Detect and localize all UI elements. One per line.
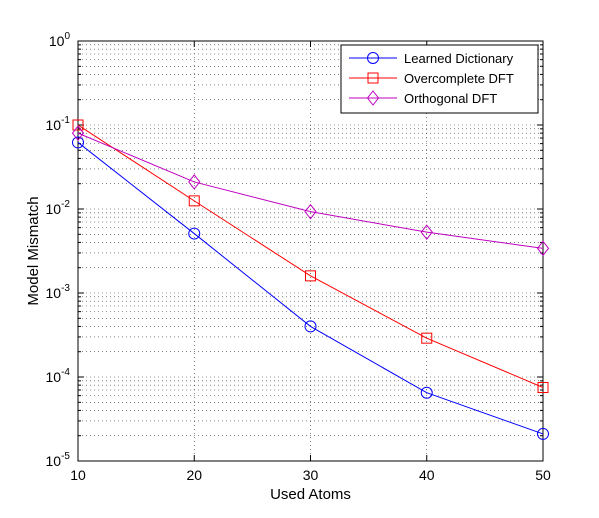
x-tick-label: 50 [535, 467, 551, 483]
legend-label: Learned Dictionary [404, 51, 514, 66]
data-point-circle [537, 427, 549, 440]
x-tick-labels: 10 20 30 40 50 [70, 467, 551, 483]
series-line [77, 142, 544, 435]
data-point-diamond [420, 224, 433, 240]
y-axis-label: Model Mismatch [25, 196, 42, 305]
x-axis-label: Used Atoms [270, 486, 351, 503]
data-point-square [367, 72, 379, 84]
y-tick-label: 10-4 [46, 367, 71, 385]
axis-ticks [77, 40, 544, 462]
data-point-diamond [304, 203, 317, 220]
series-line [77, 124, 544, 388]
series-group [71, 119, 550, 440]
data-point-square [188, 195, 200, 207]
data-point-diamond [366, 90, 380, 106]
y-tick-label: 10-2 [46, 199, 71, 217]
data-point-diamond [536, 240, 550, 257]
x-tick-label: 10 [70, 467, 86, 483]
x-tick-label: 20 [186, 467, 202, 483]
y-tick-label: 100 [49, 31, 71, 49]
data-point-diamond [71, 125, 85, 141]
legend-box [340, 44, 539, 114]
data-point-square [305, 270, 316, 282]
data-point-circle [420, 386, 433, 399]
x-tick-label: 40 [419, 467, 435, 483]
data-point-square [421, 332, 433, 344]
data-point-square [537, 381, 549, 393]
y-tick-label: 10-1 [46, 115, 71, 133]
y-tick-labels: 100 10-1 10-2 10-3 10-4 10-5 [46, 31, 71, 469]
data-point-square [72, 119, 84, 131]
y-tick-label: 10-3 [46, 283, 71, 301]
data-point-circle [304, 320, 317, 333]
legend-label: Overcomplete DFT [404, 71, 514, 86]
series-line [77, 132, 544, 249]
data-point-circle [367, 52, 379, 64]
legend-label: Orthogonal DFT [404, 91, 497, 106]
data-point-circle [72, 136, 84, 149]
y-tick-label: 10-5 [46, 451, 71, 469]
data-point-circle [188, 227, 201, 240]
x-tick-label: 30 [303, 467, 319, 483]
data-point-diamond [188, 174, 201, 190]
legend: Learned Dictionary Overcomplete DFT Orthog… [340, 44, 539, 114]
